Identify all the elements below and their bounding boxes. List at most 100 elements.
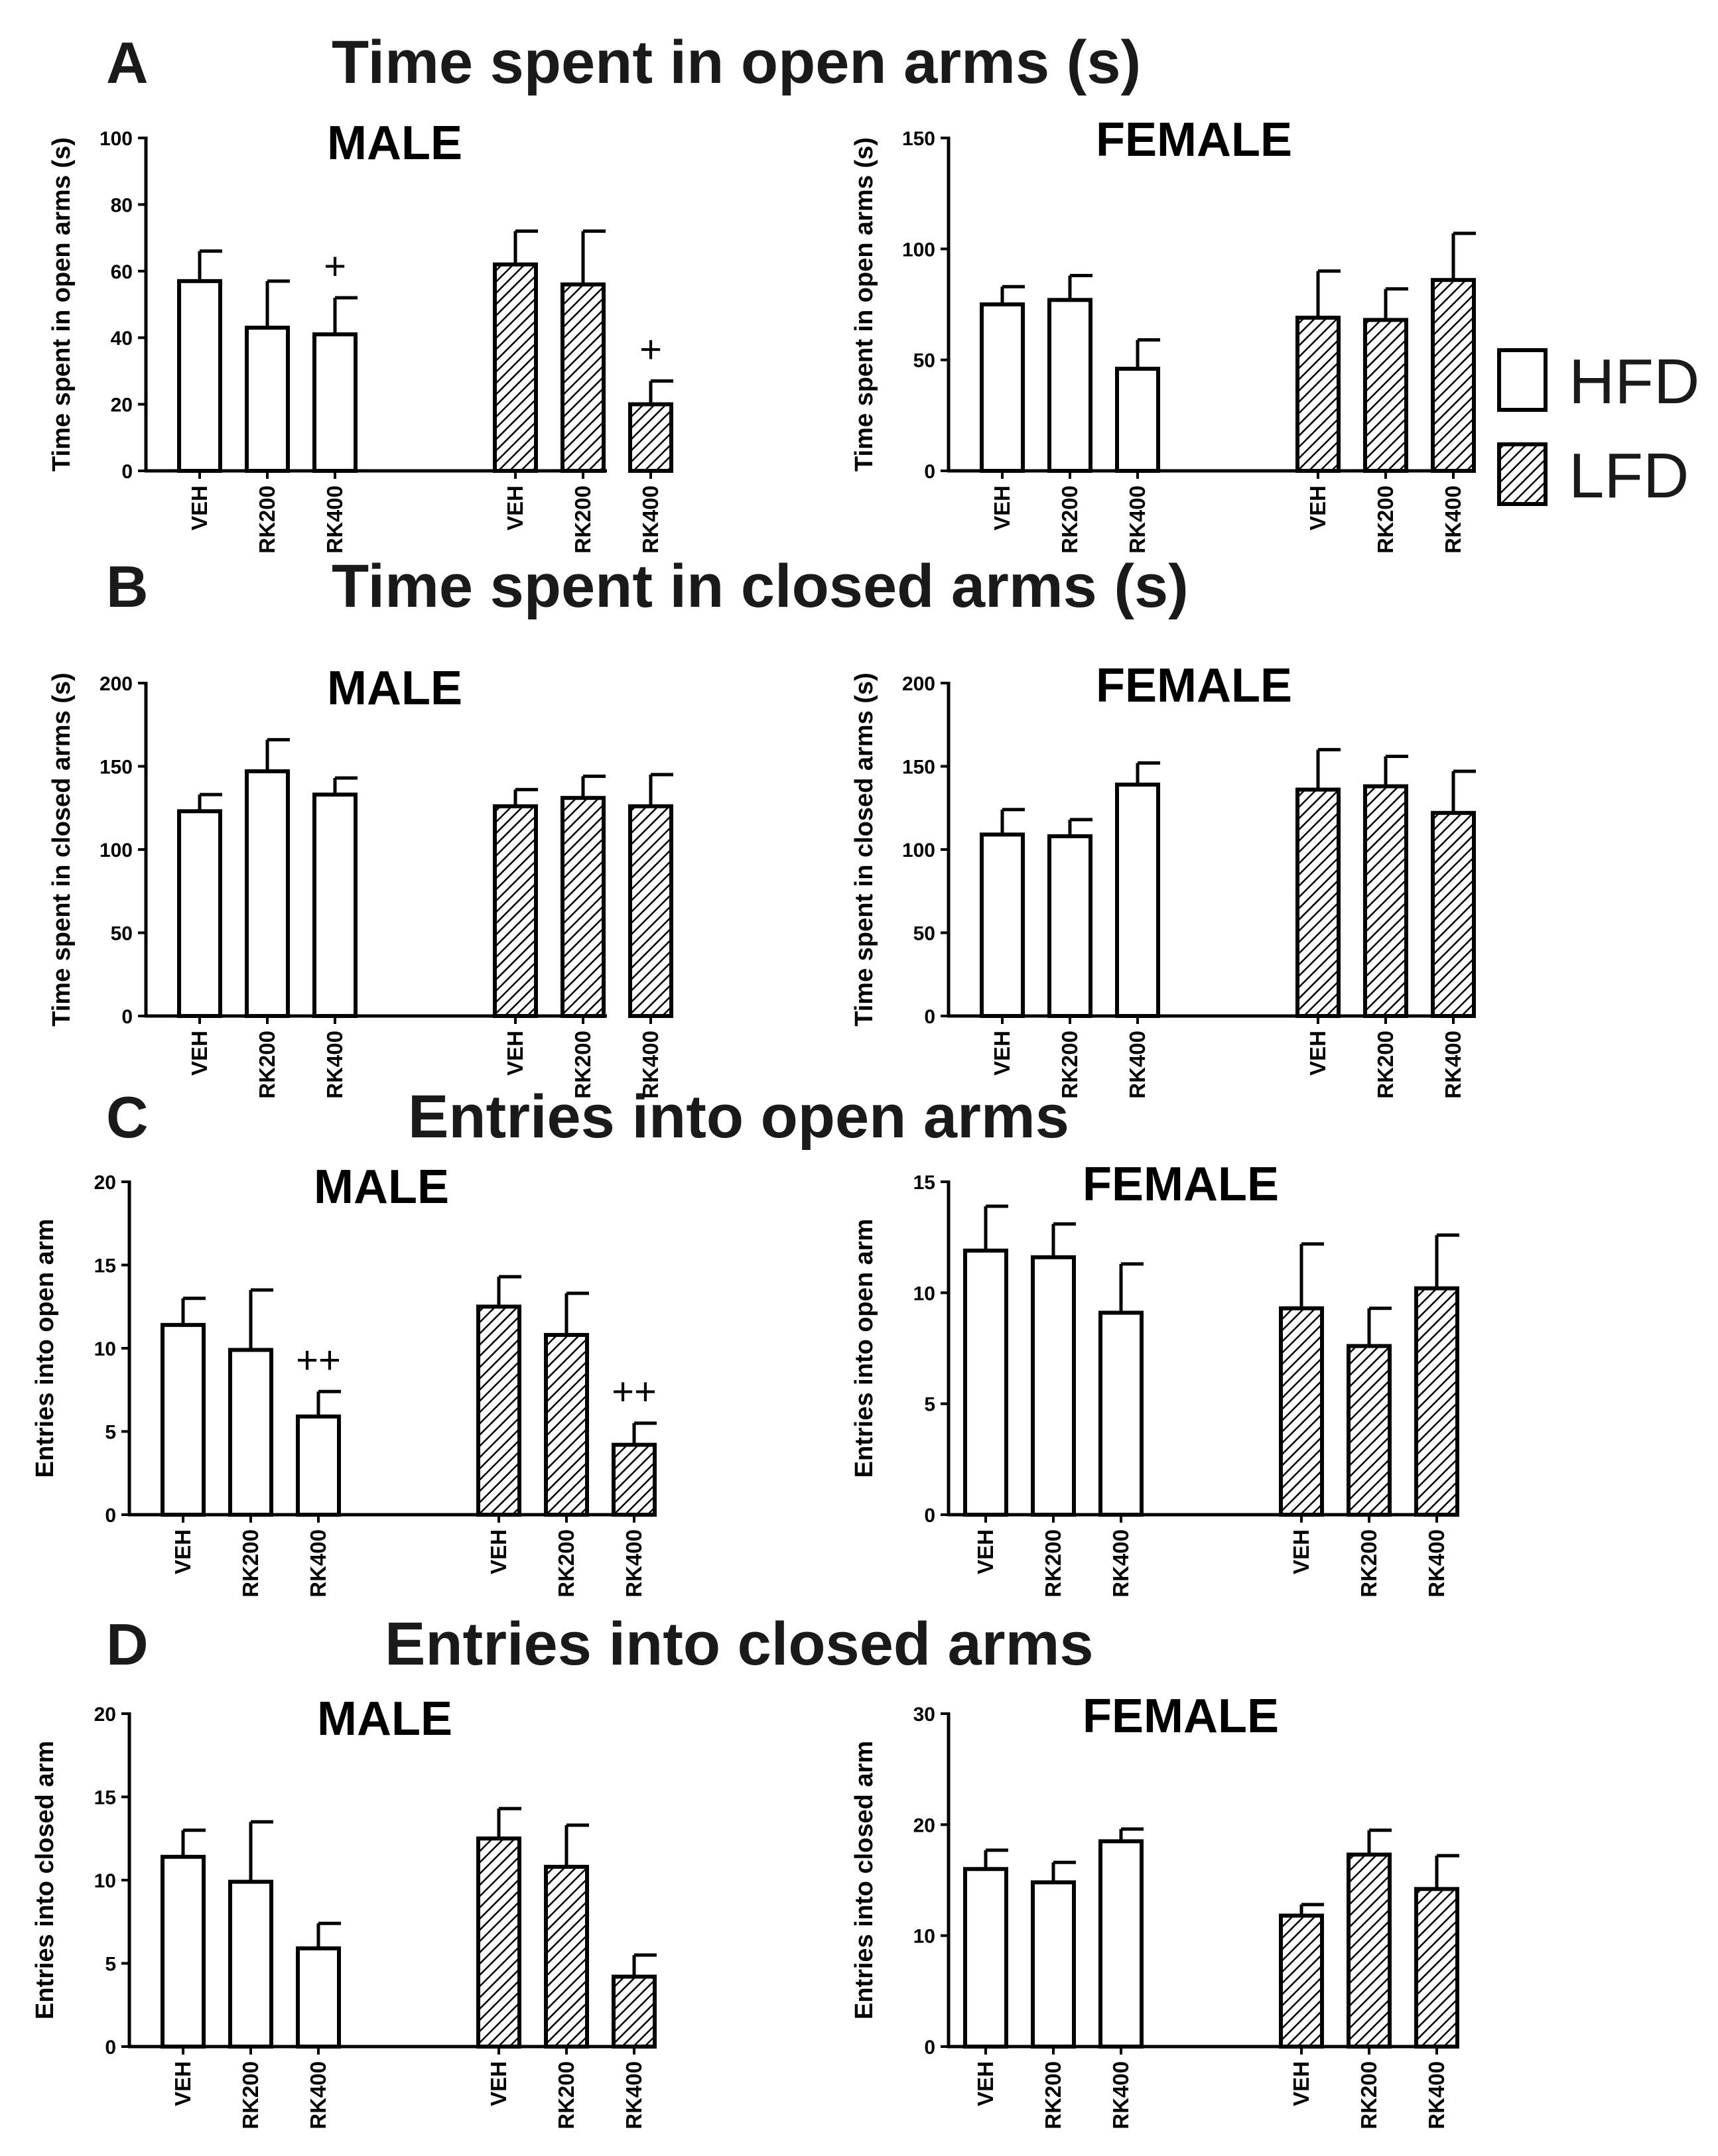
chart-title: MALE	[327, 662, 462, 715]
significance-mark: +	[324, 245, 346, 288]
y-tick-label: 10	[94, 1338, 116, 1360]
bar-lfd-rk400	[612, 1442, 657, 1517]
x-tick-label: VEH	[187, 485, 212, 531]
bar-lfd-rk400	[628, 804, 673, 1018]
bar-hfd-rk400	[312, 332, 358, 473]
x-tick-label: RK400	[1108, 2061, 1133, 2129]
y-tick-label: 50	[913, 350, 935, 372]
chart-a-male: MALE Time spent in open arms (s) 0 20 40 60 80…	[48, 117, 673, 554]
significance-mark: ++	[612, 1370, 657, 1413]
bar-lfd-rk400	[612, 1974, 657, 2049]
y-axis-label: Entries into open arm	[31, 1219, 59, 1478]
y-tick-label: 100	[99, 128, 133, 150]
y-tick-label: 0	[924, 1505, 935, 1527]
y-tick-label: 20	[111, 395, 133, 416]
x-tick-label: RK200	[255, 1031, 279, 1099]
x-tick-label: RK400	[1125, 1031, 1150, 1099]
panel-letter-d: D	[106, 1612, 149, 1677]
x-tick-label: RK200	[570, 1031, 595, 1099]
bar-hfd-veh	[980, 302, 1025, 473]
bar-hfd-rk200	[1031, 1880, 1076, 2049]
chart-a-female: FEMALE Time spent in open arms (s) 0 50 100 1…	[850, 113, 1476, 554]
legend: HFD LFD	[1497, 346, 1699, 511]
y-tick-label: 60	[111, 261, 133, 283]
y-tick-label: 20	[94, 1172, 116, 1194]
x-tick-label: RK200	[238, 2061, 263, 2129]
bar-hfd-rk400	[1115, 367, 1160, 474]
x-tick-label: VEH	[973, 2061, 998, 2106]
x-tick-label: VEH	[1305, 485, 1330, 531]
y-axis-label: Entries into closed arm	[850, 1741, 878, 2019]
x-tick-label: RK200	[1041, 1529, 1065, 1598]
x-tick-label: RK400	[638, 1031, 663, 1099]
bar-hfd-rk400	[312, 793, 358, 1019]
y-tick-label: 50	[111, 923, 133, 945]
x-tick-label: RK200	[554, 2061, 578, 2129]
x-tick-label: VEH	[170, 1529, 195, 1574]
x-tick-label: RK200	[1356, 2061, 1381, 2129]
chart-d-female: FEMALE Entries into closed arm 0 10 20 30 VEH R…	[850, 1690, 1459, 2129]
chart-title: FEMALE	[1083, 1158, 1279, 1211]
chart-d-male: MALE Entries into closed arm 0 5 10 15 20 VEH RK…	[31, 1692, 657, 2129]
x-tick-label: RK200	[1356, 1529, 1381, 1598]
x-tick-label: RK200	[570, 485, 595, 554]
panel-title-b: Time spent in closed arms (s)	[332, 552, 1189, 620]
bar-hfd-rk200	[1047, 298, 1092, 473]
panel-letter-b: B	[106, 554, 149, 619]
x-tick-label: VEH	[1289, 2061, 1313, 2106]
y-tick-label: 5	[924, 1394, 935, 1416]
chart-title: FEMALE	[1096, 113, 1292, 166]
y-tick-label: 15	[94, 1787, 116, 1809]
x-tick-label: VEH	[990, 1031, 1014, 1076]
bar-lfd-rk200	[544, 1332, 589, 1517]
chart-title: MALE	[314, 1161, 449, 1214]
x-tick-label: VEH	[1305, 1031, 1330, 1076]
y-tick-label: 0	[924, 461, 935, 483]
y-tick-label: 0	[121, 461, 133, 483]
bar-hfd-rk200	[245, 769, 290, 1019]
x-tick-label: RK400	[322, 1031, 347, 1099]
bar-lfd-rk200	[1347, 1344, 1392, 1517]
x-tick-label: RK200	[1041, 2061, 1065, 2129]
x-tick-label: RK200	[255, 485, 279, 554]
bar-lfd-rk200	[1363, 784, 1408, 1018]
bar-lfd-rk200	[544, 1864, 589, 2049]
bar-hfd-veh	[963, 1867, 1008, 2049]
x-tick-label: VEH	[990, 485, 1014, 531]
legend-label-hfd: HFD	[1569, 346, 1699, 417]
x-tick-label: RK400	[1108, 1529, 1133, 1598]
bar-hfd-veh	[177, 809, 222, 1019]
y-tick-label: 10	[913, 1926, 935, 1948]
y-tick-label: 5	[105, 1954, 116, 1976]
panel-title-d: Entries into closed arms	[385, 1610, 1094, 1678]
y-tick-label: 50	[913, 923, 935, 945]
x-tick-label: RK200	[554, 1529, 578, 1598]
x-tick-label: VEH	[486, 1529, 511, 1574]
bar-hfd-rk200	[1031, 1255, 1076, 1517]
y-tick-label: 15	[94, 1255, 116, 1277]
significance-mark: +	[639, 328, 662, 371]
x-tick-label: VEH	[503, 485, 527, 531]
y-tick-label: 15	[913, 1172, 935, 1194]
y-tick-label: 0	[924, 2037, 935, 2059]
x-tick-label: VEH	[486, 2061, 511, 2106]
bar-lfd-rk400	[1414, 1887, 1459, 2049]
bar-lfd-rk200	[1347, 1852, 1392, 2049]
significance-mark: ++	[296, 1338, 341, 1381]
chart-title: FEMALE	[1096, 659, 1292, 712]
bar-hfd-rk200	[228, 1348, 273, 1517]
bar-lfd-veh	[1279, 1913, 1324, 2049]
panel-letter-c: C	[106, 1084, 149, 1150]
x-tick-label: RK200	[1057, 1031, 1082, 1099]
x-tick-label: RK200	[1373, 485, 1398, 554]
x-tick-label: RK400	[1441, 1031, 1465, 1099]
x-tick-label: RK200	[238, 1529, 263, 1598]
y-tick-label: 150	[99, 757, 133, 779]
y-tick-label: 200	[902, 673, 935, 695]
bar-hfd-rk400	[1115, 783, 1160, 1018]
bar-lfd-veh	[476, 1836, 521, 2049]
bar-lfd-rk400	[1431, 810, 1476, 1019]
charts: MALE Time spent in open arms (s) 0 20 40 60 80…	[31, 113, 1476, 2129]
x-tick-label: RK400	[1424, 2061, 1449, 2129]
bar-hfd-rk400	[296, 1946, 341, 2049]
